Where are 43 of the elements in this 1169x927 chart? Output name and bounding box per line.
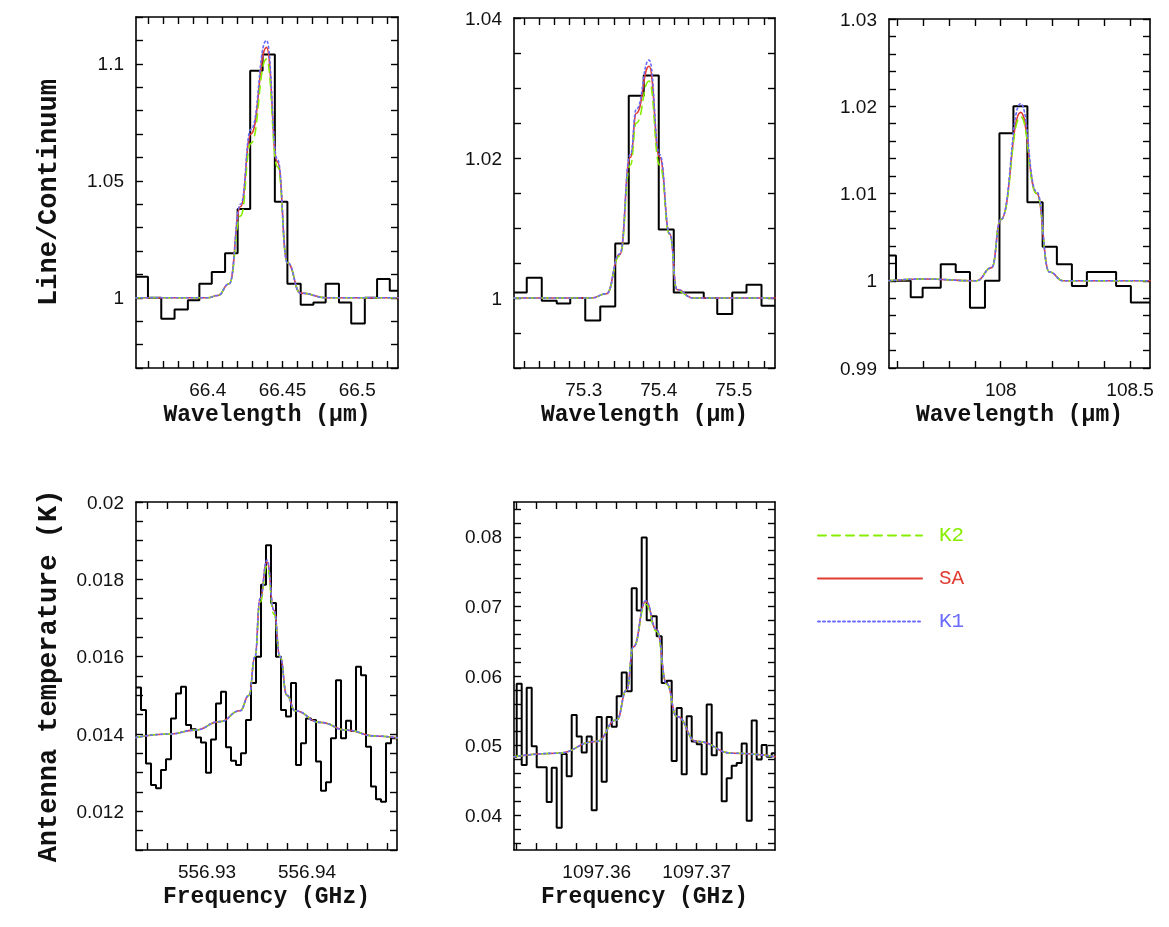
y-tick-label: 0.018: [76, 568, 124, 590]
x-axis-title: Wavelength (μm): [915, 402, 1124, 429]
y-tick-label: 1.01: [840, 183, 877, 204]
y-tick-label: 0.07: [465, 595, 502, 617]
y-tick-label: 1: [491, 287, 502, 309]
y-tick-label: 0.99: [840, 357, 877, 379]
x-tick-label: 66.45: [258, 379, 307, 400]
x-axis-title: Wavelength (μm): [540, 402, 749, 429]
y-tick-label: 1.02: [465, 147, 502, 169]
y-tick-label: 1.04: [465, 7, 503, 29]
x-axis-title: Wavelength (μm): [163, 402, 371, 429]
x-tick-label: 66.5: [338, 379, 376, 400]
legend-label: SA: [939, 567, 965, 590]
y-axis-title: Antenna temperature (K): [33, 489, 64, 863]
y-tick-label: 0.016: [76, 646, 124, 668]
y-tick-label: 0.06: [465, 665, 502, 687]
x-tick-label: 75.4: [640, 379, 678, 400]
x-tick-label: 66.4: [189, 379, 227, 400]
y-tick-label: 0.014: [76, 723, 125, 745]
y-tick-label: 0.02: [87, 491, 124, 513]
y-tick-label: 1: [113, 287, 124, 309]
y-tick-label: 0.04: [465, 804, 503, 826]
x-axis-title: Frequency (GHz): [540, 884, 749, 911]
x-tick-label: 108.5: [1106, 379, 1154, 400]
y-tick-label: 1.1: [97, 53, 124, 75]
y-tick-label: 0.08: [465, 526, 502, 548]
legend-label: K2: [939, 524, 965, 547]
legend-label: K1: [939, 610, 965, 633]
y-tick-label: 1.02: [840, 95, 877, 117]
x-tick-label: 1097.36: [562, 861, 632, 882]
x-tick-label: 108: [984, 379, 1017, 400]
x-axis-title: Frequency (GHz): [162, 884, 371, 911]
x-tick-label: 556.93: [177, 861, 237, 882]
x-tick-label: 75.3: [565, 379, 603, 400]
y-tick-label: 1: [866, 270, 877, 292]
y-tick-label: 0.012: [76, 800, 124, 822]
x-tick-label: 1097.37: [662, 861, 732, 882]
y-tick-label: 0.05: [465, 735, 502, 757]
y-axis-title: Line/Continuum: [33, 79, 64, 306]
x-tick-label: 556.94: [277, 861, 337, 882]
y-tick-label: 1.05: [87, 170, 124, 192]
x-tick-label: 75.5: [715, 379, 753, 400]
y-tick-label: 1.03: [840, 8, 877, 30]
